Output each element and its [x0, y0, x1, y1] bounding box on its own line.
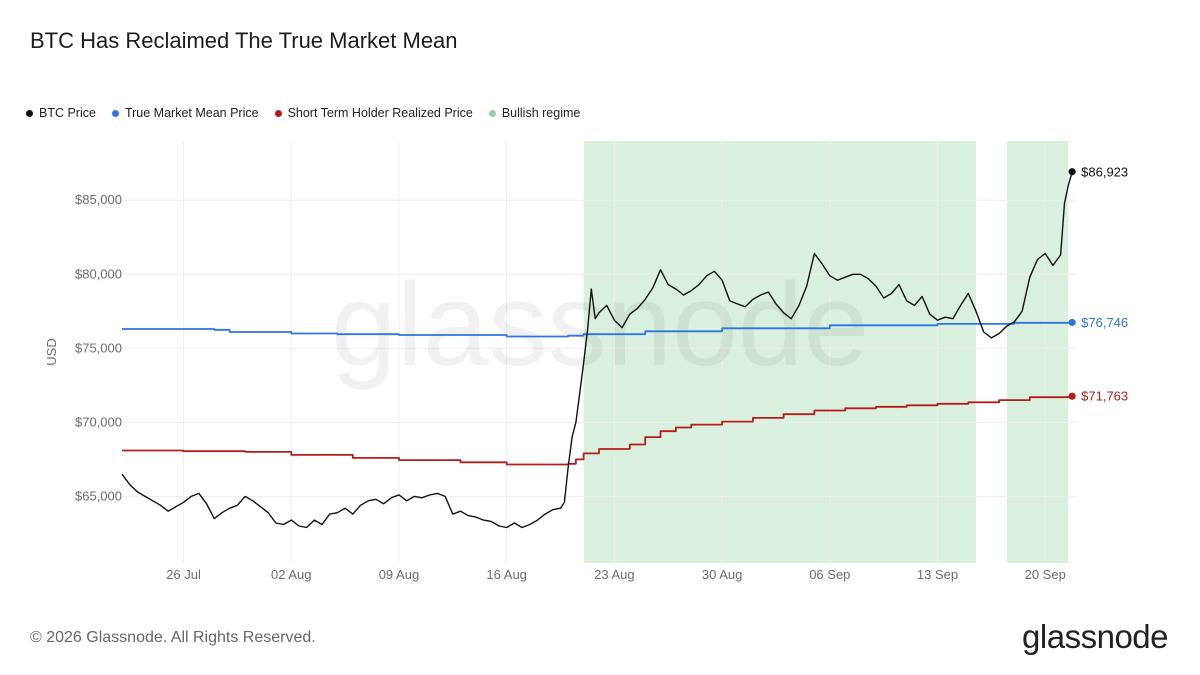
end-labels: $71,763 $76,746 $86,923 — [1068, 164, 1128, 404]
series-line-sth — [122, 396, 1074, 466]
legend-swatch-btc-price — [26, 109, 33, 117]
x-tick-label: 13 Sep — [917, 567, 958, 582]
x-tick-label: 26 Jul — [166, 567, 201, 582]
x-axis-ticks: 26 Jul 02 Aug 09 Aug 16 Aug 23 Aug 30 Aug 06 S… — [166, 567, 1066, 582]
chart-title: BTC Has Reclaimed The True Market Mean — [30, 28, 458, 53]
x-tick-label: 16 Aug — [486, 567, 527, 582]
copyright-text: © 2026 Glassnode. All Rights Reserved. — [30, 629, 316, 646]
series-lines — [121, 171, 1074, 529]
end-label-sth: $71,763 — [1081, 389, 1128, 404]
x-tick-label: 09 Aug — [379, 567, 420, 582]
watermark: glassnode — [331, 259, 869, 391]
x-tick-label: 02 Aug — [271, 567, 312, 582]
legend-item-bullish-regime[interactable]: Bullish regime — [488, 106, 581, 120]
y-tick-label: $80,000 — [75, 266, 122, 281]
y-tick-label: $70,000 — [75, 414, 122, 429]
x-tick-label: 06 Sep — [809, 567, 850, 582]
glassnode-logo[interactable]: glassnode — [1022, 618, 1168, 655]
y-axis-ticks: $65,000 $70,000 $75,000 $80,000 $85,000 — [75, 192, 122, 503]
bullish-regime-band-0 — [583, 141, 976, 563]
legend-label-sth-realized: Short Term Holder Realized Price — [287, 106, 473, 120]
legend-item-btc-price[interactable]: BTC Price — [26, 106, 96, 120]
legend-label-true-market-mean: True Market Mean Price — [124, 106, 259, 120]
legend-swatch-bullish-regime — [488, 109, 496, 117]
legend: BTC Price True Market Mean Price Short T… — [26, 106, 580, 120]
legend-item-sth-realized[interactable]: Short Term Holder Realized Price — [274, 106, 473, 120]
legend-swatch-true-market-mean — [111, 109, 119, 117]
series-line-btc — [121, 171, 1073, 529]
end-marker-btc — [1068, 168, 1076, 176]
end-label-mean: $76,746 — [1081, 315, 1128, 330]
series-line-mean — [122, 321, 1074, 338]
grid-lines — [122, 141, 1076, 563]
x-tick-label: 23 Aug — [594, 567, 635, 582]
x-tick-label: 30 Aug — [702, 567, 743, 582]
legend-label-bullish-regime: Bullish regime — [501, 106, 581, 120]
x-tick-label: 20 Sep — [1025, 567, 1066, 582]
y-tick-label: $75,000 — [75, 340, 122, 355]
end-label-btc: $86,923 — [1081, 164, 1128, 179]
y-tick-label: $85,000 — [75, 192, 122, 207]
bullish-regime-bands — [583, 141, 1069, 563]
legend-swatch-sth-realized — [274, 109, 282, 117]
legend-label-btc-price: BTC Price — [39, 106, 96, 120]
legend-item-true-market-mean[interactable]: True Market Mean Price — [111, 106, 259, 120]
end-marker-mean — [1068, 318, 1076, 327]
bullish-regime-band-1 — [1006, 141, 1069, 563]
y-tick-label: $65,000 — [75, 488, 122, 503]
y-axis-label: USD — [44, 338, 59, 365]
end-marker-sth — [1068, 392, 1076, 400]
